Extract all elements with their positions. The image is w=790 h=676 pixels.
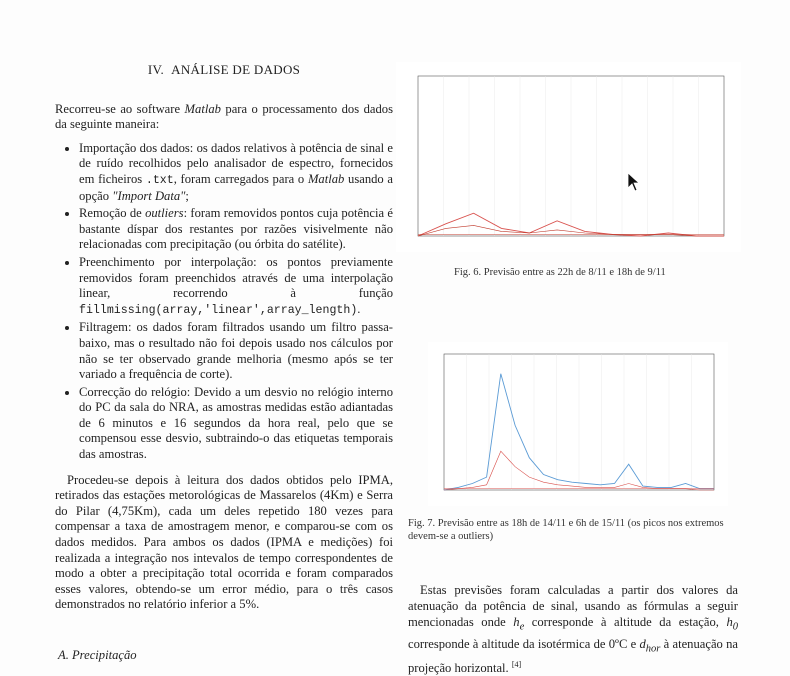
list-item: Preenchimento por interpolação: os ponto… xyxy=(79,255,393,318)
list-item: Remoção de outliers: foram removidos pon… xyxy=(79,206,393,253)
section-title-rest: NÁLISE DE DADOS xyxy=(180,62,301,77)
figure-7 xyxy=(428,342,728,506)
list-item: Importação dos dados: os dados relativos… xyxy=(79,141,393,204)
figure-6 xyxy=(396,62,741,252)
section-title: IV. ANÁLISE DE DADOS xyxy=(55,62,393,78)
section-number: IV. xyxy=(147,62,165,77)
list-item: Correcção do relógio: Devido a um desvio… xyxy=(79,385,393,463)
intro-paragraph: Recorreu-se ao software Matlab para o pr… xyxy=(55,101,393,132)
subsection-heading: A. Precipitação xyxy=(58,648,137,662)
figure-7-chart xyxy=(443,353,715,491)
list-item: Filtragem: os dados foram filtrados usan… xyxy=(79,320,393,382)
left-column: IV. ANÁLISE DE DADOS Recorreu-se ao soft… xyxy=(55,62,393,613)
figure-6-caption: Fig. 6. Previsão entre as 22h de 8/11 e … xyxy=(454,267,666,278)
series-line-1 xyxy=(443,373,714,491)
processing-steps-list: Importação dos dados: os dados relativos… xyxy=(55,141,393,463)
section-title-first: A xyxy=(171,62,181,77)
mouse-cursor-icon xyxy=(627,172,641,192)
series-line-1 xyxy=(417,212,724,237)
figure-6-chart xyxy=(417,75,725,237)
reference-link[interactable]: [4] xyxy=(511,660,522,670)
ipma-paragraph: Procedeu-se depois à leitura dos dados o… xyxy=(55,472,393,612)
right-paragraph: Estas previsões foram calculadas a parti… xyxy=(408,583,738,676)
figure-7-caption: Fig. 7. Previsão entre as 18h de 14/11 e… xyxy=(408,518,724,542)
